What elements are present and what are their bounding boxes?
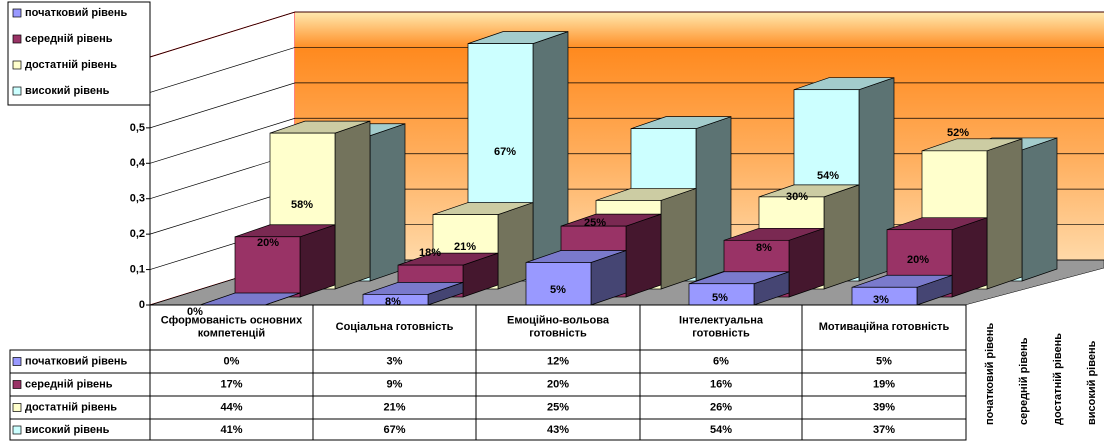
table-cell: 67% (383, 424, 405, 436)
row-header: високий рівень (25, 424, 110, 436)
data-label: 5% (712, 292, 728, 304)
legend-marker (12, 60, 22, 70)
y-tick-label: 0,1 (130, 263, 145, 275)
depth-label: високий рівень (1086, 340, 1098, 425)
bars (199, 31, 1058, 306)
bar (525, 262, 592, 306)
bar-side (625, 213, 662, 298)
data-label: 30% (786, 191, 808, 203)
legend-label: початковий рівень (25, 7, 128, 19)
data-table: Сформованість основних компетенцій Соціаль… (9, 304, 967, 441)
table-cell: 16% (710, 378, 732, 390)
column-header: Соціальна готовність (336, 321, 454, 333)
table-cell: 12% (547, 355, 569, 367)
data-label: 5% (550, 284, 566, 296)
bar-side (660, 187, 697, 290)
legend-box (7, 1, 151, 106)
data-label: 67% (494, 146, 516, 158)
annotations: 0% 20% 58% 8% 18% 21% 67% 5% 25% 5% 8% 30% 54% 3% 20% 5… (187, 127, 1098, 425)
depth-label: початковий рівень (984, 322, 996, 425)
data-label: 54% (817, 170, 839, 182)
table-cell: 44% (220, 401, 242, 413)
grid-line (149, 47, 1104, 93)
y-tick-label: 0,4 (130, 157, 146, 169)
bar-side (823, 184, 860, 290)
table-cell: 54% (710, 424, 732, 436)
y-tick-label: 0,5 (130, 122, 145, 134)
depth-label: середній рівень (1018, 337, 1030, 425)
data-label: 18% (419, 247, 441, 259)
table-border (9, 349, 967, 441)
column-header: Інтелектуальна готовність (679, 314, 764, 339)
data-label: 8% (385, 296, 401, 308)
bar-side (951, 217, 988, 298)
table-cell: 0% (224, 355, 240, 367)
table-cell: 5% (876, 355, 892, 367)
bar-side (369, 123, 406, 282)
y-tick-label: 0,2 (130, 228, 145, 240)
grid-line (149, 11, 1104, 58)
legend-label: середній рівень (25, 33, 113, 45)
data-label: 20% (257, 237, 279, 249)
row-marker (12, 425, 22, 435)
data-label: 52% (947, 127, 969, 139)
column-header: Емоційно-вольова готовність (507, 314, 610, 339)
legend-label: достатній рівень (25, 59, 117, 71)
depth-label: достатній рівень (1052, 333, 1064, 425)
table-cell: 21% (383, 401, 405, 413)
table-cell: 39% (873, 401, 895, 413)
row-marker (12, 380, 22, 389)
table-cell: 37% (873, 424, 895, 436)
legend-marker (12, 86, 22, 96)
table-cell: 9% (387, 378, 403, 390)
table-cell: 25% (547, 401, 569, 413)
y-tick-label: 0 (139, 299, 145, 311)
legend: початковий рівень середній рівень достатні… (7, 1, 151, 106)
row-header: достатній рівень (25, 401, 117, 413)
legend-label: високий рівень (25, 85, 110, 97)
table-cell: 19% (873, 378, 895, 390)
table-cell: 20% (547, 378, 569, 390)
legend-marker (12, 8, 22, 18)
data-label: 0% (187, 306, 203, 318)
legend-marker (12, 34, 22, 44)
table-cell: 43% (547, 424, 569, 436)
bar-side (334, 120, 371, 290)
table-cell: 26% (710, 401, 732, 413)
bar-side (299, 224, 336, 298)
column-header: Мотиваційна готовність (819, 321, 950, 333)
data-label: 3% (873, 294, 889, 306)
row-header: середній рівень (25, 378, 113, 390)
bar-side (1021, 137, 1058, 282)
bar (234, 236, 301, 298)
table-cell: 17% (220, 378, 242, 390)
row-marker (12, 403, 22, 412)
table-cell: 3% (387, 355, 403, 367)
y-tick-label: 0,3 (130, 193, 145, 205)
data-label: 25% (584, 217, 606, 229)
row-marker (12, 357, 22, 366)
table-cell: 6% (713, 355, 729, 367)
column-header: Сформованість основних компетенцій (161, 314, 303, 339)
data-label: 8% (756, 242, 772, 254)
table-cell: 41% (220, 424, 242, 436)
bar-side (986, 138, 1023, 290)
data-label: 21% (454, 241, 476, 253)
row-header: початковий рівень (25, 355, 128, 367)
data-label: 20% (907, 254, 929, 266)
data-label: 58% (291, 199, 313, 211)
